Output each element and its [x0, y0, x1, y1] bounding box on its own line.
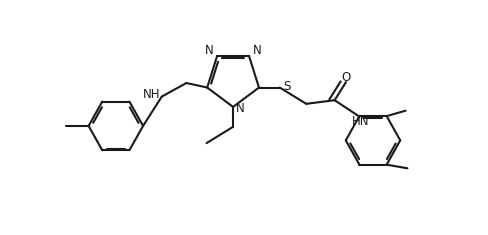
Text: N: N — [204, 44, 213, 57]
Text: HN: HN — [352, 114, 370, 128]
Text: NH: NH — [142, 88, 160, 101]
Text: N: N — [236, 102, 245, 115]
Text: S: S — [283, 80, 290, 93]
Text: O: O — [341, 71, 350, 84]
Text: N: N — [253, 44, 262, 57]
